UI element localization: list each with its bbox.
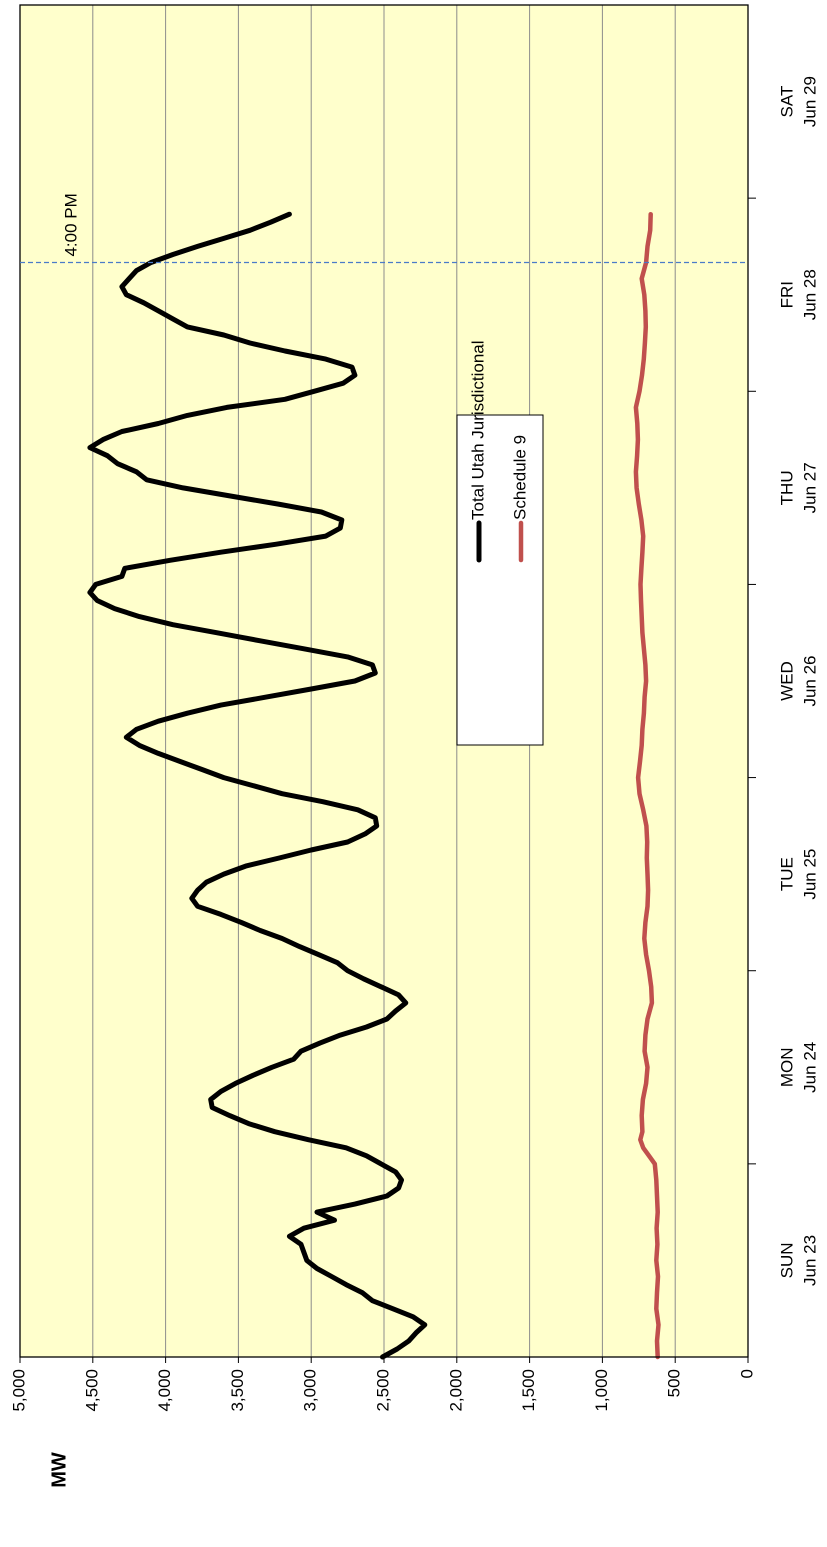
value-tick-label: 3,500 xyxy=(228,1369,247,1412)
legend-box xyxy=(456,414,544,746)
day-label: FRI xyxy=(777,281,796,308)
day-label: SAT xyxy=(777,86,796,118)
date-label: Jun 27 xyxy=(800,462,819,513)
value-tick-label: 4,000 xyxy=(155,1369,174,1412)
day-label: SUN xyxy=(777,1242,796,1278)
value-tick-label: 2,500 xyxy=(373,1369,392,1412)
plot-border xyxy=(19,4,749,1358)
value-tick-label: 500 xyxy=(665,1369,684,1397)
date-label: Jun 25 xyxy=(800,849,819,900)
axis-labels: 0 500 1,000 1,500 2,000 2,500 3,000 3,500 4,000 4… xyxy=(9,76,819,1488)
date-label: Jun 23 xyxy=(800,1235,819,1286)
day-label: MON xyxy=(777,1047,796,1087)
legend: Total Utah Jurisdictional Schedule 9 xyxy=(456,340,544,746)
series-lines xyxy=(19,4,749,1360)
axis-ticks xyxy=(19,197,756,1363)
value-tick-label: 0 xyxy=(737,1369,756,1378)
value-tick-label: 4,500 xyxy=(82,1369,101,1412)
day-label: WED xyxy=(777,661,796,701)
legend-label-total-utah: Total Utah Jurisdictional xyxy=(468,340,487,520)
value-tick-label: 2,000 xyxy=(446,1369,465,1412)
day-label: TUE xyxy=(777,857,796,891)
value-tick-label: 1,500 xyxy=(519,1369,538,1412)
day-label: THU xyxy=(777,470,796,505)
value-tick-label: 3,000 xyxy=(301,1369,320,1412)
date-label: Jun 28 xyxy=(800,269,819,320)
date-label: Jun 24 xyxy=(800,1042,819,1093)
value-tick-label: 5,000 xyxy=(9,1369,28,1412)
date-label: Jun 29 xyxy=(800,76,819,127)
value-axis-title: MW xyxy=(48,1452,70,1488)
series-total-utah-line xyxy=(87,211,428,1360)
date-label: Jun 26 xyxy=(800,655,819,706)
legend-label-schedule-9: Schedule 9 xyxy=(510,435,529,520)
annotation-label: 4:00 PM xyxy=(61,193,80,256)
annotation-group: 4:00 PM xyxy=(20,193,748,264)
series-schedule-9-line xyxy=(633,211,661,1360)
value-tick-label: 1,000 xyxy=(592,1369,611,1412)
